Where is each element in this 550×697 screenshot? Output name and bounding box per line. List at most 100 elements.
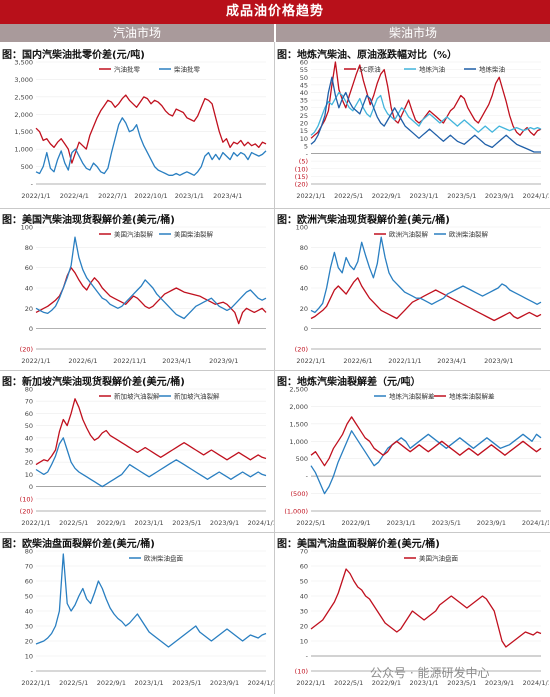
row-divider bbox=[0, 208, 550, 209]
x-tick-label: 2023/1/1 bbox=[410, 192, 439, 200]
series-line bbox=[35, 117, 267, 176]
x-tick-label: 2022/1/1 bbox=[21, 192, 50, 200]
chart-eu-crack: (20) 0 20 40 60 80 100 2022/1/1 2022/6/1 2022/11/… bbox=[295, 224, 542, 365]
y-tick-label: 55 bbox=[300, 66, 308, 74]
y-tick-label: 3,500 bbox=[14, 59, 33, 67]
legend-label: 地炼柴油 bbox=[479, 65, 505, 74]
y-tick-label: (500) bbox=[291, 490, 308, 498]
chart-eu-diesel-futures: - 10 20 30 40 50 60 70 80 2022/1/1 2022/5/1 2022/9/… bbox=[21, 548, 276, 688]
x-tick-label: 2022/5/1 bbox=[334, 192, 363, 200]
y-tick-label: 2,500 bbox=[14, 93, 33, 101]
column-divider bbox=[274, 42, 275, 694]
chart-title: 图：地炼汽柴油裂解差（元/吨） bbox=[277, 377, 421, 388]
y-tick-label: - bbox=[31, 668, 34, 676]
legend-label: 美国柴油裂解 bbox=[174, 230, 214, 239]
x-tick-label: 2023/1/1 bbox=[410, 679, 439, 687]
y-tick-label: 20 bbox=[300, 120, 308, 128]
series-line bbox=[35, 267, 267, 325]
x-tick-label: 2022/5/1 bbox=[59, 679, 88, 687]
x-tick-label: 2023/5/1 bbox=[447, 679, 476, 687]
y-tick-label: 60 bbox=[25, 264, 33, 272]
y-tick-label: (5) bbox=[299, 158, 308, 166]
x-tick-label: 2022/1/1 bbox=[296, 679, 325, 687]
chart-retail-margin: - 500 1,000 1,500 2,000 2,500 3,000 3,500 2022/1… bbox=[14, 59, 267, 200]
y-tick-label: - bbox=[306, 150, 309, 158]
y-tick-label: 70 bbox=[25, 563, 33, 571]
y-tick-label: 50 bbox=[300, 578, 308, 586]
chart-panel-us-gasoline-futures: 图：美国汽油盘面裂解价差(美元/桶) (10) - 10 20 30 40 50 60 70 20… bbox=[275, 533, 550, 695]
y-tick-label: 10 bbox=[25, 471, 33, 479]
x-tick-label: 2023/1/1 bbox=[135, 679, 164, 687]
y-tick-label: 60 bbox=[25, 410, 33, 418]
legend-label: 地炼柴油裂解差 bbox=[449, 392, 495, 401]
y-tick-label: 3,000 bbox=[14, 76, 33, 84]
y-tick-label: 30 bbox=[25, 447, 33, 455]
y-tick-label: 20 bbox=[300, 623, 308, 631]
x-tick-label: 2023/5/1 bbox=[447, 192, 476, 200]
y-tick-label: 100 bbox=[296, 224, 308, 232]
x-tick-label: 2023/9/1 bbox=[210, 519, 239, 527]
y-tick-label: 60 bbox=[300, 264, 308, 272]
y-tick-label: (20) bbox=[295, 181, 308, 189]
x-tick-label: 2022/9/1 bbox=[372, 679, 401, 687]
x-tick-label: 2022/1/1 bbox=[296, 192, 325, 200]
x-tick-label: 2022/9/1 bbox=[341, 519, 370, 527]
y-tick-label: (1,000) bbox=[284, 508, 308, 516]
x-tick-label: 2023/9/1 bbox=[485, 192, 514, 200]
y-tick-label: 40 bbox=[300, 285, 308, 293]
x-tick-label: 2023/9/1 bbox=[209, 357, 238, 365]
chart-local-crack: (1,000) (500) - 500 1,000 1,500 2,000 2,500 2022… bbox=[284, 386, 550, 528]
y-tick-label: 40 bbox=[25, 434, 33, 442]
series-line bbox=[35, 437, 267, 488]
y-tick-label: 30 bbox=[300, 608, 308, 616]
x-tick-label: 2023/4/1 bbox=[162, 357, 191, 365]
chart-title: 图：地炼汽柴油、原油涨跌幅对比（%） bbox=[277, 50, 458, 61]
x-tick-label: 2023/9/1 bbox=[485, 679, 514, 687]
y-tick-label: 50 bbox=[300, 74, 308, 82]
y-tick-label: 20 bbox=[25, 638, 33, 646]
y-tick-label: 2,500 bbox=[289, 386, 308, 394]
chart-panel-local-crack: 图：地炼汽柴油裂解差（元/吨） (1,000) (500) - 500 1,000 1,5… bbox=[275, 371, 550, 533]
x-tick-label: 2024/1/1 bbox=[523, 192, 549, 200]
chart-title: 图：美国汽油盘面裂解价差(美元/桶) bbox=[277, 539, 440, 550]
series-line bbox=[35, 94, 267, 164]
legend-label: 美国汽油裂解 bbox=[114, 230, 154, 239]
x-tick-label: 2023/5/1 bbox=[172, 519, 201, 527]
x-tick-label: 2023/4/1 bbox=[213, 192, 242, 200]
y-tick-label: 1,000 bbox=[289, 438, 308, 446]
y-tick-label: 40 bbox=[300, 89, 308, 97]
series-line bbox=[35, 236, 267, 320]
y-tick-label: (10) bbox=[20, 495, 33, 503]
y-tick-label: (10) bbox=[295, 668, 308, 676]
x-tick-label: 2022/7/1 bbox=[98, 192, 127, 200]
gasoline-market-header: 汽油市场 bbox=[0, 24, 274, 42]
x-tick-label: 2022/5/1 bbox=[334, 679, 363, 687]
y-tick-label: 60 bbox=[25, 578, 33, 586]
chart-title: 图：新加坡汽柴油现货裂解价差(美元/桶) bbox=[2, 377, 185, 388]
y-tick-label: 70 bbox=[25, 398, 33, 406]
y-tick-label: 15 bbox=[300, 127, 308, 135]
y-tick-label: 20 bbox=[25, 459, 33, 467]
chart-panel-eu-crack: 图：欧洲汽柴油现货裂解价差(美元/桶) (20) 0 20 40 60 80 100 2022… bbox=[275, 209, 550, 371]
y-tick-label: 20 bbox=[300, 305, 308, 313]
chart-panel-sg-crack: 图：新加坡汽柴油现货裂解价差(美元/桶) (20) (10) 0 10 20 30 40 50… bbox=[0, 371, 277, 533]
y-tick-label: 50 bbox=[25, 422, 33, 430]
series-line bbox=[310, 76, 541, 153]
x-tick-label: 2023/9/1 bbox=[484, 357, 513, 365]
y-tick-label: 500 bbox=[296, 455, 308, 463]
y-tick-label: 45 bbox=[300, 81, 308, 89]
x-tick-label: 2024/1/1 bbox=[523, 679, 549, 687]
watermark: 公众号 · 能源研发中心 bbox=[370, 666, 490, 680]
y-tick-label: (20) bbox=[295, 346, 308, 354]
x-tick-label: 2022/9/1 bbox=[97, 679, 126, 687]
legend-label: 柴油批零 bbox=[174, 65, 201, 74]
x-tick-label: 2022/5/1 bbox=[59, 519, 88, 527]
chart-panel-retail-margin: 图：国内汽柴油批零价差(元/吨) - 500 1,000 1,500 2,000 2,50… bbox=[0, 44, 275, 206]
chart-panel-eu-diesel-futures: 图：欧柴油盘面裂解价差(美元/桶) - 10 20 30 40 50 60 70 80 2022/… bbox=[0, 533, 277, 695]
chart-title: 图：欧柴油盘面裂解价差(美元/桶) bbox=[2, 539, 155, 550]
y-tick-label: 100 bbox=[21, 224, 33, 232]
x-tick-label: 2023/9/1 bbox=[210, 679, 239, 687]
y-tick-label: 20 bbox=[25, 305, 33, 313]
legend-label: 新加坡汽油裂解 bbox=[174, 392, 220, 401]
legend-label: 地炼汽油裂解差 bbox=[389, 392, 435, 401]
